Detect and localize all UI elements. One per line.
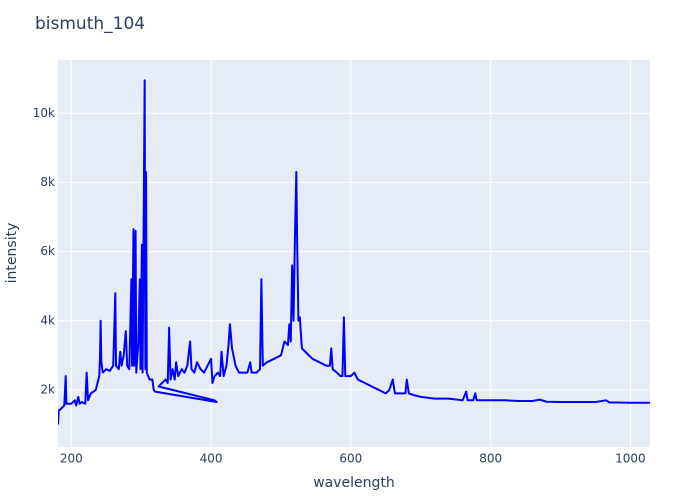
x-tick-label: 800 [479, 452, 502, 466]
x-tick-label: 200 [60, 452, 83, 466]
data-line [58, 79, 650, 425]
y-axis-title: intensity [4, 223, 20, 284]
x-tick-label: 600 [339, 452, 362, 466]
plot-background [58, 60, 650, 447]
y-tick-label: 8k [40, 175, 55, 189]
x-tick-label: 1000 [615, 452, 646, 466]
y-tick-label: 10k [33, 106, 55, 120]
y-tick-label: 6k [40, 244, 55, 258]
y-tick-label: 4k [40, 313, 55, 327]
x-tick-label: 400 [200, 452, 223, 466]
grid [58, 60, 650, 447]
x-axis-title: wavelength [313, 475, 395, 491]
chart-title: bismuth_104 [35, 14, 145, 34]
y-tick-label: 2k [40, 382, 55, 396]
marks [58, 79, 650, 425]
